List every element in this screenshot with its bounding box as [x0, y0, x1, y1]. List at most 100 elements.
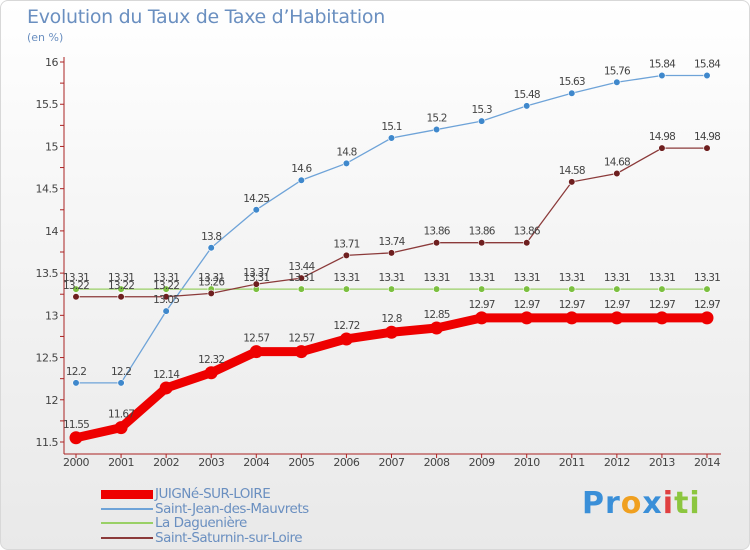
data-label: 11.55	[63, 419, 89, 431]
brand-logo: Proxiti	[582, 486, 701, 521]
series-point	[658, 285, 666, 293]
data-label: 12.97	[514, 299, 540, 311]
x-tick-label: 2004	[243, 456, 269, 469]
data-label: 13.31	[559, 272, 585, 284]
line-chart: 11.5 12 12.5 13 13.5 14 14.5 15 15.5 16 2000 2001 20…	[36, 56, 722, 469]
data-label: 13.31	[694, 272, 720, 284]
chart-title: Evolution du Taux de Taxe d’Habitation	[27, 6, 385, 28]
data-label: 12.97	[694, 299, 720, 311]
data-label: 12.8	[381, 313, 401, 325]
series-point	[204, 366, 218, 380]
series-point	[613, 169, 621, 178]
data-label: 12.97	[649, 299, 675, 311]
data-label: 12.14	[153, 369, 180, 381]
data-label: 12.32	[198, 354, 224, 366]
data-label: 13.44	[288, 261, 315, 273]
series-point	[430, 321, 444, 335]
brand-letter: ti	[674, 486, 701, 521]
data-label: 13.26	[198, 276, 225, 288]
series-point	[478, 117, 486, 125]
brand-letter: x	[642, 486, 663, 521]
data-label: 13.37	[243, 267, 269, 279]
series-point	[249, 345, 263, 359]
series-point	[387, 285, 396, 293]
data-label: 13.31	[649, 272, 675, 284]
data-label: 15.76	[604, 65, 631, 77]
data-label: 13.31	[604, 272, 630, 284]
series-point	[658, 144, 666, 152]
series-point	[72, 285, 80, 293]
series-point	[159, 381, 173, 395]
legend-label: Saint-Saturnin-sur-Loire	[155, 530, 303, 546]
y-tick-label: 15.5	[36, 98, 59, 111]
data-label: 15.84	[694, 59, 721, 71]
series-point	[520, 311, 534, 325]
series-point	[703, 144, 711, 152]
data-label: 13.22	[153, 280, 179, 292]
series-point	[387, 134, 396, 142]
x-tick-label: 2014	[694, 456, 720, 469]
series-point	[432, 239, 441, 247]
chart-axes: 11.5 12 12.5 13 13.5 14 14.5 15 15.5 16 2000 2001 20…	[36, 56, 721, 469]
series-point	[700, 311, 714, 325]
data-label: 13.31	[514, 272, 540, 284]
series-point	[72, 293, 80, 301]
data-label: 13.31	[333, 272, 359, 284]
data-label: 13.31	[108, 272, 134, 284]
brand-letter: o	[620, 486, 643, 521]
legend-swatch	[101, 537, 153, 539]
series-point	[523, 102, 531, 110]
x-tick-label: 2010	[514, 456, 540, 469]
data-label: 13.31	[469, 272, 495, 284]
x-tick-label: 2002	[153, 456, 179, 469]
data-label: 15.1	[381, 121, 401, 133]
data-label: 14.58	[559, 165, 585, 177]
series-point	[565, 311, 579, 325]
data-label: 12.97	[469, 299, 495, 311]
series-point	[162, 285, 170, 293]
legend-label: JUIGNé-SUR-LOIRE	[155, 486, 271, 502]
legend-item: La Daguenière	[101, 515, 247, 531]
x-tick-label: 2008	[424, 456, 450, 469]
brand-letter: i	[662, 486, 675, 521]
data-label: 12.97	[559, 299, 585, 311]
series-point	[613, 78, 621, 86]
legend-swatch	[101, 522, 153, 524]
y-tick-label: 14	[45, 225, 58, 238]
data-label: 12.2	[66, 366, 86, 378]
data-label: 13.31	[63, 272, 89, 284]
series-point	[568, 178, 576, 186]
data-label: 14.68	[604, 156, 630, 168]
series-point	[703, 285, 711, 293]
data-label: 13.31	[378, 272, 404, 284]
series-point	[613, 285, 621, 293]
series-point	[342, 159, 351, 167]
data-label: 13.31	[153, 272, 179, 284]
data-label: 12.85	[424, 309, 450, 321]
data-label: 14.6	[291, 163, 312, 175]
series-point	[342, 285, 351, 293]
x-tick-label: 2005	[288, 456, 314, 469]
y-tick-label: 14.5	[36, 183, 59, 196]
chart-data-labels: 11.55 11.67 12.14 12.32 12.57 12.57 12.72 12.8 1…	[63, 59, 722, 431]
data-label: 13.31	[288, 272, 314, 284]
data-label: 12.57	[243, 333, 269, 345]
legend-item: JUIGNé-SUR-LOIRE	[101, 486, 271, 502]
series-point	[523, 285, 531, 293]
series-point	[297, 176, 305, 184]
series-point	[162, 293, 170, 301]
series-point	[339, 332, 353, 346]
series-point	[432, 285, 441, 293]
series-point	[114, 421, 128, 435]
data-label: 12.2	[111, 366, 131, 378]
series-point	[69, 431, 83, 445]
x-tick-label: 2011	[559, 456, 585, 469]
series-point	[703, 71, 711, 80]
x-tick-label: 2013	[649, 456, 675, 469]
legend-label: La Daguenière	[155, 515, 247, 531]
y-tick-label: 15	[45, 140, 58, 153]
series-point	[342, 251, 351, 259]
series-point	[478, 239, 486, 247]
series-point	[610, 311, 624, 325]
series-point	[475, 311, 489, 325]
